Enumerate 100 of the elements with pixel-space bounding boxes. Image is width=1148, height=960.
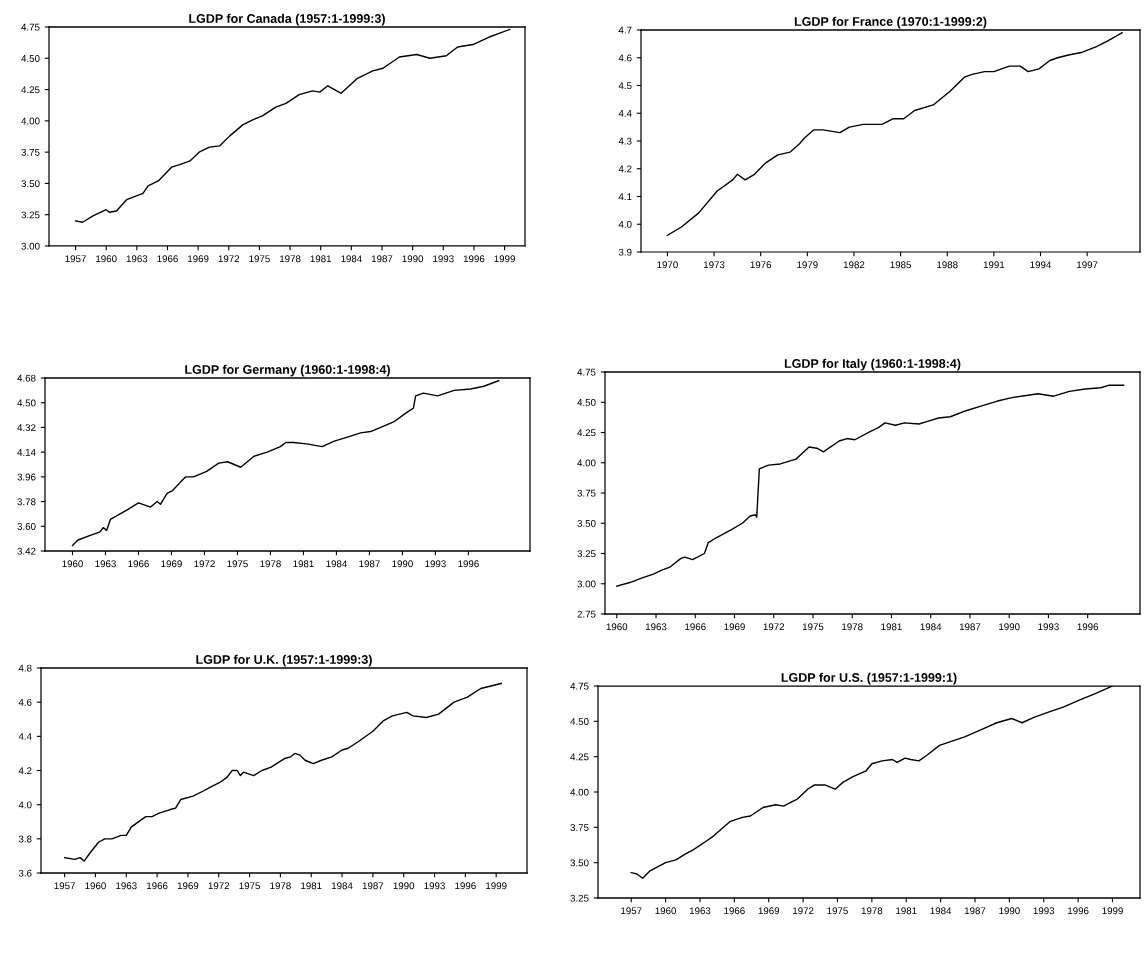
y-tick-label: 4.75 [21,23,40,31]
y-tick-label: 3.25 [21,211,40,219]
chart-title: LGDP for Italy (1960:1-1998:4) [784,358,961,371]
line-series [616,384,1125,587]
x-tick-label: 1996 [455,882,476,890]
x-tick-label: 1987 [362,882,384,890]
x-tick-label: 1969 [177,882,199,890]
x-tick-label: 1999 [486,882,507,890]
y-tick-label: 3.96 [17,473,36,481]
x-tick-label: 1966 [157,255,178,263]
y-tick-label: 3.42 [17,547,36,555]
x-tick-label: 1975 [827,907,848,915]
x-tick-label: 1996 [1068,907,1089,915]
x-tick-label: 1999 [494,255,515,263]
x-tick-label: 1975 [249,255,270,263]
x-tick-label: 1978 [861,907,883,915]
x-tick-label: 1969 [188,255,209,263]
chart-title: LGDP for Germany (1960:1-1998:4) [185,364,390,377]
x-tick-label: 1996 [458,560,479,568]
x-tick-label: 1996 [1077,623,1099,631]
x-tick-label: 1972 [793,907,814,915]
x-tick-label: 1963 [645,623,667,631]
y-tick-label: 4.75 [577,368,596,376]
x-tick-label: 1993 [1033,907,1055,915]
x-tick-label: 1972 [763,623,785,631]
x-tick-label: 1990 [392,560,413,568]
y-tick-label: 4.00 [570,788,589,796]
y-tick-label: 3.6 [18,869,32,877]
x-tick-label: 1993 [424,882,445,890]
x-tick-label: 1963 [116,882,137,890]
y-tick-label: 4.0 [18,801,32,809]
x-tick-label: 1973 [703,261,725,269]
x-tick-label: 1990 [393,882,415,890]
x-tick-label: 1990 [999,623,1020,631]
x-tick-label: 1994 [1030,261,1052,269]
x-tick-label: 1975 [227,560,248,568]
x-tick-label: 1957 [54,882,75,890]
x-tick-label: 1981 [293,560,314,568]
x-tick-label: 1988 [937,261,958,269]
x-tick-label: 1993 [425,560,446,568]
y-tick-label: 4.6 [618,54,632,62]
x-tick-label: 1972 [208,882,230,890]
y-tick-label: 3.50 [21,180,40,188]
y-tick-label: 4.4 [618,110,632,117]
chart-title: LGDP for France (1970:1-1999:2) [794,16,987,29]
x-tick-label: 1990 [999,907,1020,915]
x-tick-label: 1966 [128,560,149,568]
y-tick-label: 3.75 [577,489,596,497]
x-tick-label: 1981 [310,255,332,263]
x-tick-label: 1984 [341,255,362,263]
x-tick-label: 1982 [843,261,865,269]
x-tick-label: 1981 [896,907,917,915]
x-tick-label: 1969 [161,560,182,568]
y-tick-label: 4.68 [17,374,36,382]
y-tick-label: 4.00 [21,117,40,125]
chart-title: LGDP for U.K. (1957:1-1999:3) [196,654,372,667]
y-tick-label: 3.78 [17,498,36,506]
y-tick-label: 3.8 [18,835,32,843]
y-tick-label: 3.50 [570,859,589,867]
x-tick-label: 1981 [881,623,902,631]
y-tick-label: 3.50 [577,519,596,527]
y-tick-label: 4.50 [21,55,40,62]
x-tick-label: 1984 [930,907,952,915]
x-tick-label: 1984 [331,882,353,890]
x-tick-label: 1969 [758,907,780,915]
y-tick-label: 4.25 [577,429,596,437]
x-tick-label: 1990 [402,255,424,263]
x-tick-label: 1978 [260,560,281,568]
x-tick-label: 1972 [218,255,240,263]
y-tick-label: 4.00 [577,459,596,467]
y-tick-label: 4.3 [618,137,632,145]
x-tick-label: 1987 [964,907,986,915]
x-tick-label: 1960 [85,882,106,890]
x-tick-label: 1963 [126,255,148,263]
x-tick-label: 1975 [239,882,260,890]
x-tick-label: 1970 [657,261,678,269]
x-tick-label: 1999 [1102,907,1123,915]
x-tick-label: 1960 [606,623,628,631]
y-tick-label: 4.50 [570,718,589,725]
y-tick-label: 4.50 [577,398,596,406]
x-tick-label: 1972 [194,560,215,568]
y-tick-label: 4.25 [21,86,40,94]
y-tick-label: 4.75 [570,682,589,690]
x-tick-label: 1996 [463,255,485,263]
y-tick-label: 2.75 [577,610,596,618]
x-tick-label: 1993 [433,255,454,263]
x-tick-label: 1981 [301,882,322,890]
x-tick-label: 1966 [724,907,745,915]
y-tick-label: 3.25 [570,894,589,902]
line-series [63,682,503,862]
y-tick-label: 4.0 [618,220,632,228]
x-tick-label: 1987 [959,623,981,631]
x-tick-label: 1976 [750,261,772,269]
x-tick-label: 1966 [685,623,706,631]
y-tick-label: 4.50 [17,399,36,407]
x-tick-label: 1987 [359,560,380,568]
x-tick-label: 1997 [1077,261,1098,269]
y-tick-label: 4.8 [18,664,32,672]
x-tick-label: 1984 [326,560,347,568]
x-tick-label: 1987 [371,255,393,263]
